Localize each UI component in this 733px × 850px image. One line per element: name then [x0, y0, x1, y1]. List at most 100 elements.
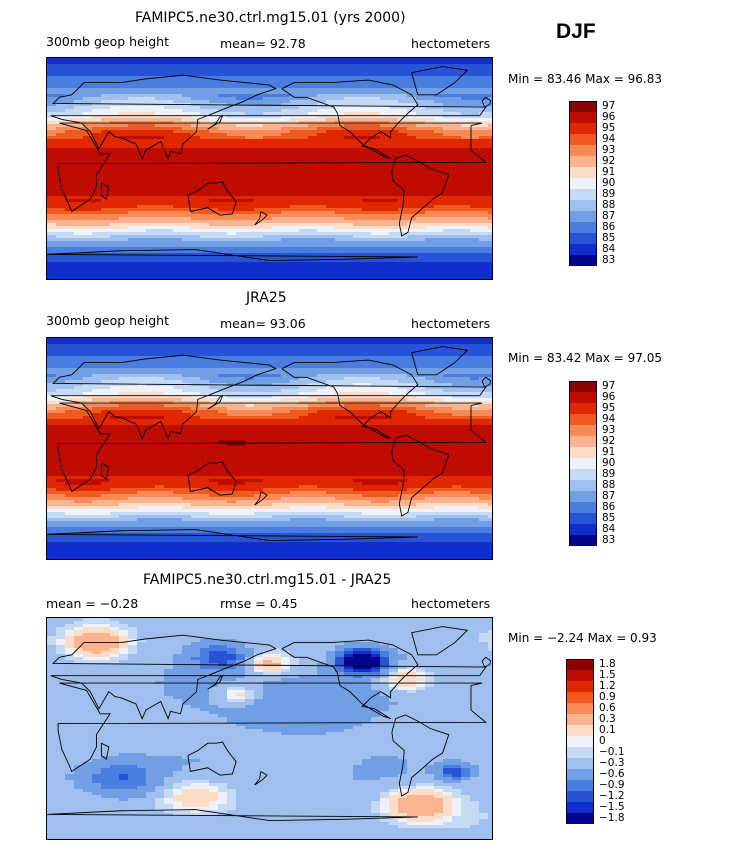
colorbar-tick-label: 86	[602, 221, 616, 233]
colorbar-tick-label: 91	[602, 166, 616, 178]
colorbar-tick-label: 0.9	[599, 691, 616, 703]
colorbar-tick-label: 84	[602, 243, 616, 255]
colorbar-tick-label: 88	[602, 479, 616, 491]
colorbar-box	[569, 145, 597, 156]
colorbar-box	[569, 112, 597, 123]
panel-3-contour-plot	[47, 618, 492, 839]
colorbar-box	[569, 447, 597, 458]
colorbar-box	[569, 200, 597, 211]
colorbar-tick-label: 0.6	[599, 702, 616, 714]
colorbar-box	[566, 692, 594, 703]
colorbar-box	[569, 502, 597, 513]
colorbar-box	[569, 222, 597, 233]
colorbar-box	[569, 244, 597, 255]
colorbar-tick-label: 85	[602, 512, 616, 524]
colorbar-tick-label: 83	[602, 534, 616, 546]
colorbar-tick-label: 92	[602, 435, 616, 447]
colorbar-tick-label: 88	[602, 199, 616, 211]
colorbar-box	[569, 469, 597, 480]
colorbar-tick-label: 86	[602, 501, 616, 513]
panel-3-mean-label: mean = −0.28	[46, 596, 139, 611]
colorbar-box	[569, 101, 597, 113]
panel-2-variable-label: 300mb geop height	[46, 313, 169, 328]
colorbar-box	[566, 813, 594, 824]
colorbar-tick-label: −1.5	[599, 801, 625, 813]
panel-3-rmse-label: rmse = 0.45	[220, 596, 298, 611]
colorbar-box	[569, 491, 597, 502]
colorbar-tick-label: 96	[602, 391, 616, 403]
colorbar-box	[566, 791, 594, 802]
colorbar-box	[569, 436, 597, 447]
colorbar-box	[569, 392, 597, 403]
panel-3-units-label: hectometers	[411, 596, 491, 611]
colorbar-tick-label: 97	[602, 100, 616, 112]
panel-1-units-label: hectometers	[411, 36, 491, 51]
colorbar-box	[569, 233, 597, 244]
colorbar-box	[569, 414, 597, 425]
colorbar-tick-label: 1.5	[599, 669, 616, 681]
colorbar-box	[569, 134, 597, 145]
panel-1-title: FAMIPC5.ne30.ctrl.mg15.01 (yrs 2000)	[135, 10, 406, 26]
panel-2-minmax: Min = 83.42 Max = 97.05	[508, 351, 662, 365]
panel-1-map	[46, 57, 493, 280]
panel-2-map	[46, 337, 493, 560]
colorbar-tick-label: 91	[602, 446, 616, 458]
panel-1-contour-plot	[47, 58, 492, 279]
colorbar-tick-label: 1.8	[599, 658, 616, 670]
panel-1-mean-label: mean= 92.78	[220, 36, 306, 51]
colorbar-box	[569, 167, 597, 178]
colorbar-tick-label: −0.9	[599, 779, 625, 791]
colorbar-tick-label: 92	[602, 155, 616, 167]
colorbar-box	[566, 780, 594, 791]
colorbar-box	[569, 403, 597, 414]
panel-3-title: FAMIPC5.ne30.ctrl.mg15.01 - JRA25	[143, 572, 392, 588]
colorbar-tick-label: 83	[602, 254, 616, 266]
colorbar-tick-label: −1.2	[599, 790, 625, 802]
colorbar-box	[569, 189, 597, 200]
colorbar-tick-label: 0.3	[599, 713, 616, 725]
colorbar-tick-label: 0.1	[599, 724, 616, 736]
colorbar-box	[566, 802, 594, 813]
panel-1-minmax: Min = 83.46 Max = 96.83	[508, 72, 662, 86]
colorbar-box	[566, 681, 594, 692]
colorbar-box	[569, 211, 597, 222]
panel-3-minmax: Min = −2.24 Max = 0.93	[508, 631, 657, 645]
colorbar-box	[566, 747, 594, 758]
colorbar-tick-label: 97	[602, 380, 616, 392]
colorbar-box	[569, 535, 597, 546]
colorbar-tick-label: 0	[599, 735, 606, 747]
colorbar-tick-label: 96	[602, 111, 616, 123]
colorbar-tick-label: 85	[602, 232, 616, 244]
colorbar-box	[566, 703, 594, 714]
panel-3-map	[46, 617, 493, 840]
colorbar-box	[569, 255, 597, 266]
colorbar-tick-label: −0.1	[599, 746, 625, 758]
colorbar-tick-label: −0.3	[599, 757, 625, 769]
colorbar-box	[566, 659, 594, 671]
colorbar-tick-label: 89	[602, 188, 616, 200]
colorbar-tick-label: 87	[602, 210, 616, 222]
colorbar-box	[566, 670, 594, 681]
panel-1-variable-label: 300mb geop height	[46, 34, 169, 49]
panel-2-mean-label: mean= 93.06	[220, 316, 306, 331]
colorbar-box	[566, 769, 594, 780]
colorbar-box	[569, 123, 597, 134]
panel-2-contour-plot	[47, 338, 492, 559]
colorbar-box	[569, 513, 597, 524]
colorbar-tick-label: 95	[602, 402, 616, 414]
colorbar-tick-label: −1.8	[599, 812, 625, 824]
colorbar-tick-label: 94	[602, 413, 616, 425]
colorbar-box	[566, 758, 594, 769]
colorbar-tick-label: 95	[602, 122, 616, 134]
colorbar-tick-label: −0.6	[599, 768, 625, 780]
colorbar-tick-label: 89	[602, 468, 616, 480]
panel-2-title: JRA25	[246, 290, 287, 306]
colorbar-tick-label: 84	[602, 523, 616, 535]
colorbar-box	[566, 714, 594, 725]
colorbar-tick-label: 90	[602, 457, 616, 469]
colorbar-box	[569, 480, 597, 491]
colorbar-box	[566, 725, 594, 736]
colorbar-box	[566, 736, 594, 747]
colorbar-tick-label: 93	[602, 144, 616, 156]
colorbar-tick-label: 94	[602, 133, 616, 145]
